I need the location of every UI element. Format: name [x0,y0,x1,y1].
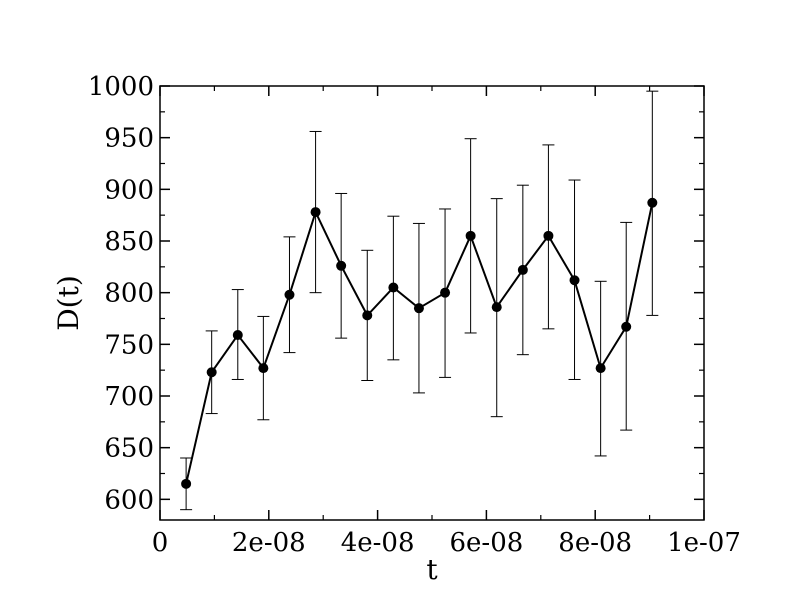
data-point [206,367,217,378]
plot-frame [159,85,705,521]
data-point [310,207,321,218]
y-axis-label: D(t) [52,275,85,331]
x-tick-label: 1e-07 [667,528,741,558]
x-tick-label: 6e-08 [449,528,523,558]
data-point [465,230,476,241]
y-tick-label: 800 [104,279,154,309]
data-point [543,230,554,241]
data-markers [181,197,658,489]
y-tick-label: 950 [104,124,154,154]
x-tick-label: 0 [152,528,169,558]
x-tick-label: 2e-08 [232,528,306,558]
error-bars [180,90,659,511]
data-point [517,264,528,275]
y-tick-label: 750 [104,330,154,360]
y-tick-label: 700 [104,382,154,412]
data-point [413,303,424,314]
tick-labels: 600 650 700 750 800 850 900 950 1000 0 2e-08 4e-08 6… [88,72,741,558]
y-tick-label: 1000 [88,72,154,102]
x-axis-label: t [426,553,438,586]
data-point [388,282,399,293]
data-point [284,289,295,300]
y-tick-label: 900 [104,175,154,205]
data-point [362,310,373,321]
x-tick-label: 8e-08 [558,528,632,558]
axis-ticks [159,85,705,520]
data-point [569,275,580,286]
data-point [595,363,606,374]
data-point [258,363,269,374]
data-point [336,260,347,271]
y-tick-label: 850 [104,227,154,257]
data-point [440,287,451,298]
x-tick-label: 4e-08 [341,528,415,558]
data-point [621,321,632,332]
data-point [232,330,243,341]
y-tick-label: 600 [104,485,154,515]
data-point [491,302,502,313]
y-tick-label: 650 [104,434,154,464]
data-point [181,478,192,489]
data-point [647,197,658,208]
